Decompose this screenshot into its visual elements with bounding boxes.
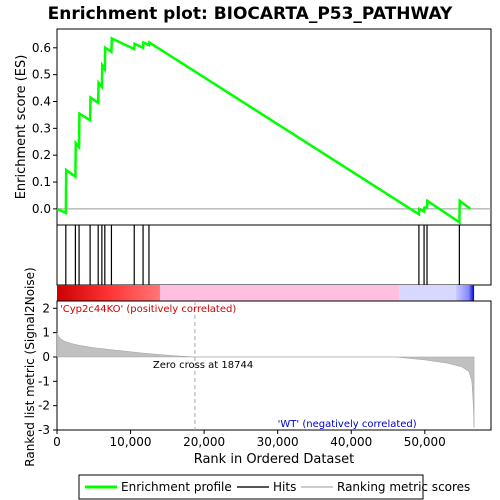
rank-panel-frame bbox=[56, 300, 492, 431]
colorbar-neg-light bbox=[399, 285, 456, 301]
legend-item-hits: Hits bbox=[237, 480, 296, 494]
es-y-tick-label: 0.2 bbox=[32, 148, 51, 162]
es-panel-frame bbox=[56, 28, 492, 226]
rank-y-tick-label: -2 bbox=[38, 399, 50, 413]
es-y-tick-label: 0.1 bbox=[32, 175, 51, 189]
rank-y-ticks: -3 -2 -1 0 1 2 bbox=[38, 301, 57, 437]
legend-item-ranking: Ranking metric scores bbox=[301, 480, 470, 494]
rank-y-tick-label: 2 bbox=[42, 301, 50, 315]
rank-y-tick-label: 0 bbox=[42, 350, 50, 364]
colorbar-negative bbox=[455, 285, 475, 301]
es-y-ticks: 0.0 0.1 0.2 0.3 0.4 0.5 0.6 bbox=[32, 41, 57, 216]
colorbar-neutral bbox=[159, 285, 400, 301]
x-tick-label: 40,000 bbox=[330, 435, 372, 449]
x-axis-label: Rank in Ordered Dataset bbox=[194, 452, 355, 467]
enrichment-profile-line bbox=[56, 36, 472, 225]
legend-item-enrichment: Enrichment profile bbox=[85, 480, 232, 494]
x-tick-label: 0 bbox=[53, 435, 61, 449]
x-tick-label: 50,000 bbox=[404, 435, 446, 449]
hit-marks bbox=[65, 225, 460, 285]
rank-y-tick-label: -1 bbox=[38, 374, 50, 388]
x-tick-label: 20,000 bbox=[183, 435, 225, 449]
x-axis-ticks: 0 10,000 20,000 30,000 40,000 50,000 bbox=[53, 430, 446, 449]
legend-label-enrichment: Enrichment profile bbox=[121, 480, 232, 494]
rank-y-tick-label: -3 bbox=[38, 423, 50, 437]
zero-cross-label: Zero cross at 18744 bbox=[153, 360, 253, 371]
legend-label-hits: Hits bbox=[273, 480, 296, 494]
es-y-tick-label: 0.3 bbox=[32, 121, 51, 135]
ranking-metric-area bbox=[56, 332, 475, 428]
negative-correlation-label: 'WT' (negatively correlated) bbox=[278, 419, 417, 430]
es-y-tick-label: 0.6 bbox=[32, 41, 51, 55]
es-y-tick-label: 0.0 bbox=[32, 202, 51, 216]
x-tick-label: 10,000 bbox=[110, 435, 152, 449]
hits-panel-frame bbox=[56, 224, 492, 286]
positive-correlation-label: 'Cyp2c44KO' (positively correlated) bbox=[60, 304, 236, 315]
chart-title: Enrichment plot: BIOCARTA_P53_PATHWAY bbox=[48, 4, 453, 24]
legend-label-ranking: Ranking metric scores bbox=[337, 480, 470, 494]
rank-y-tick-label: 1 bbox=[42, 326, 50, 340]
ranking-color-bar bbox=[57, 285, 475, 301]
x-tick-label: 30,000 bbox=[257, 435, 299, 449]
es-y-tick-label: 0.4 bbox=[32, 94, 51, 108]
colorbar-positive bbox=[57, 285, 160, 301]
es-y-tick-label: 0.5 bbox=[32, 68, 51, 82]
rank-y-axis-label: Ranked list metric (Signal2Noise) bbox=[23, 267, 37, 466]
es-y-axis-label: Enrichment score (ES) bbox=[14, 55, 29, 200]
